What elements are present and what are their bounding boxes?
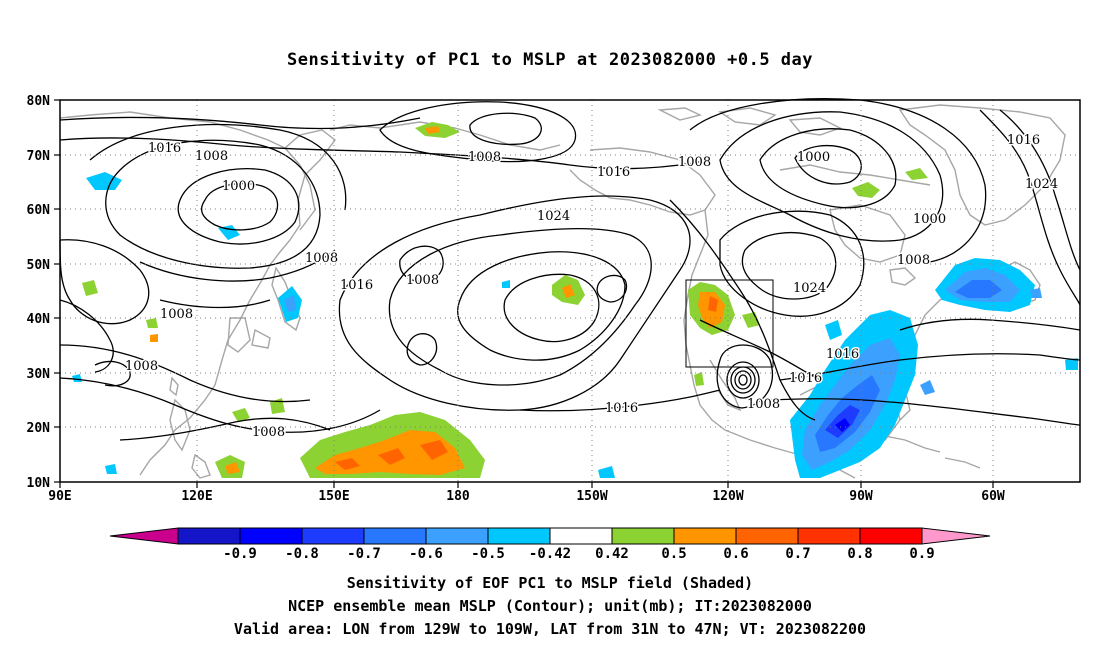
colorbar-swatch [239, 527, 303, 545]
contour-label-group: 1016 1008 1000 1008 1016 1024 1000 1000 … [124, 132, 1060, 442]
footer-line-3: Valid area: LON from 129W to 109W, LAT f… [233, 620, 867, 638]
contour-label: 1008 [252, 425, 285, 440]
lat-axis: 80N 70N 60N 50N 40N 30N 20N 10N [27, 94, 51, 491]
lat-tick-label: 20N [27, 421, 51, 436]
colorbar-swatch [673, 527, 737, 545]
lon-tick-label: 120W [712, 489, 743, 504]
colorbar-swatch [859, 527, 923, 545]
contour-label: 1000 [797, 150, 830, 165]
lon-tick-label: 120E [181, 489, 212, 504]
lat-tick-label: 70N [27, 149, 51, 164]
colorbar-label: -0.6 [409, 546, 443, 562]
colorbar-max-arrow [921, 527, 991, 545]
lon-axis: 90E 120E 150E 180 150W 120W 90W 60W [48, 489, 1005, 504]
colorbar-swatch [363, 527, 427, 545]
contour-label: 1008 [160, 307, 193, 322]
lat-tick-label: 60N [27, 203, 51, 218]
lon-tick-label: 60W [981, 489, 1005, 504]
mslp-contours [59, 98, 1081, 441]
colorbar: -0.9 -0.8 -0.7 -0.6 -0.5 -0.42 0.42 0.5 0.6 0.7 0.… [109, 527, 991, 562]
colorbar-swatch [177, 527, 241, 545]
contour-label: 1008 [195, 149, 228, 164]
lat-tick-label: 80N [27, 94, 51, 109]
contour-label: 1024 [537, 209, 570, 224]
contour-label: 1008 [406, 273, 439, 288]
colorbar-label: -0.9 [223, 546, 257, 562]
lon-tick-label: 90W [849, 489, 873, 504]
contour-label: 1008 [747, 397, 780, 412]
colorbar-label: -0.42 [529, 546, 571, 562]
contour-label: 1016 [148, 141, 181, 156]
contour-label: 1016 [826, 347, 859, 362]
lon-tick-label: 150W [576, 489, 607, 504]
valid-area-box [685, 279, 774, 368]
graticule [60, 100, 1080, 482]
contour-label: 1008 [897, 253, 930, 268]
map-title: Sensitivity of PC1 to MSLP at 2023082000… [286, 50, 813, 70]
contour-label: 1024 [1025, 177, 1058, 192]
colorbar-swatch [549, 527, 613, 545]
contour-label: 1016 [789, 371, 822, 386]
contour-label: 1024 [793, 281, 826, 296]
contour-label: 1016 [1007, 133, 1040, 148]
colorbar-label: 0.42 [595, 546, 629, 562]
colorbar-swatch [301, 527, 365, 545]
contour-label: 1016 [340, 278, 373, 293]
colorbar-label: -0.7 [347, 546, 381, 562]
colorbar-swatch [487, 527, 551, 545]
footer-line-2: NCEP ensemble mean MSLP (Contour); unit(… [288, 597, 812, 615]
contour-label: 1016 [605, 401, 638, 416]
tick-marks [54, 99, 994, 488]
contour-label: 1008 [678, 155, 711, 170]
colorbar-label: 0.5 [661, 546, 686, 562]
contour-label: 1000 [913, 212, 946, 227]
colorbar-min-arrow [109, 527, 179, 545]
colorbar-label: 0.7 [785, 546, 810, 562]
colorbar-swatch [735, 527, 799, 545]
colorbar-label: 0.6 [723, 546, 748, 562]
colorbar-label: 0.8 [847, 546, 872, 562]
shading-positive [82, 122, 928, 478]
colorbar-label: -0.8 [285, 546, 319, 562]
lat-tick-label: 30N [27, 367, 51, 382]
colorbar-label: 0.9 [909, 546, 934, 562]
footer-line-1: Sensitivity of EOF PC1 to MSLP field (Sh… [346, 574, 754, 592]
contour-label: 1008 [468, 150, 501, 165]
contour-label: 1008 [305, 251, 338, 266]
contour-label: 1008 [125, 359, 158, 374]
colorbar-label: -0.5 [471, 546, 505, 562]
contour-label: 1000 [222, 179, 255, 194]
lat-tick-label: 50N [27, 258, 51, 273]
lon-tick-label: 90E [48, 489, 71, 504]
colorbar-swatch [425, 527, 489, 545]
colorbar-swatch [797, 527, 861, 545]
colorbar-swatch [611, 527, 675, 545]
lat-tick-label: 40N [27, 312, 51, 327]
contour-label: 1016 [597, 165, 630, 180]
lon-tick-label: 150E [318, 489, 349, 504]
lon-tick-label: 180 [446, 489, 470, 504]
shading-negative [72, 172, 1078, 478]
lat-tick-label: 10N [27, 476, 51, 491]
